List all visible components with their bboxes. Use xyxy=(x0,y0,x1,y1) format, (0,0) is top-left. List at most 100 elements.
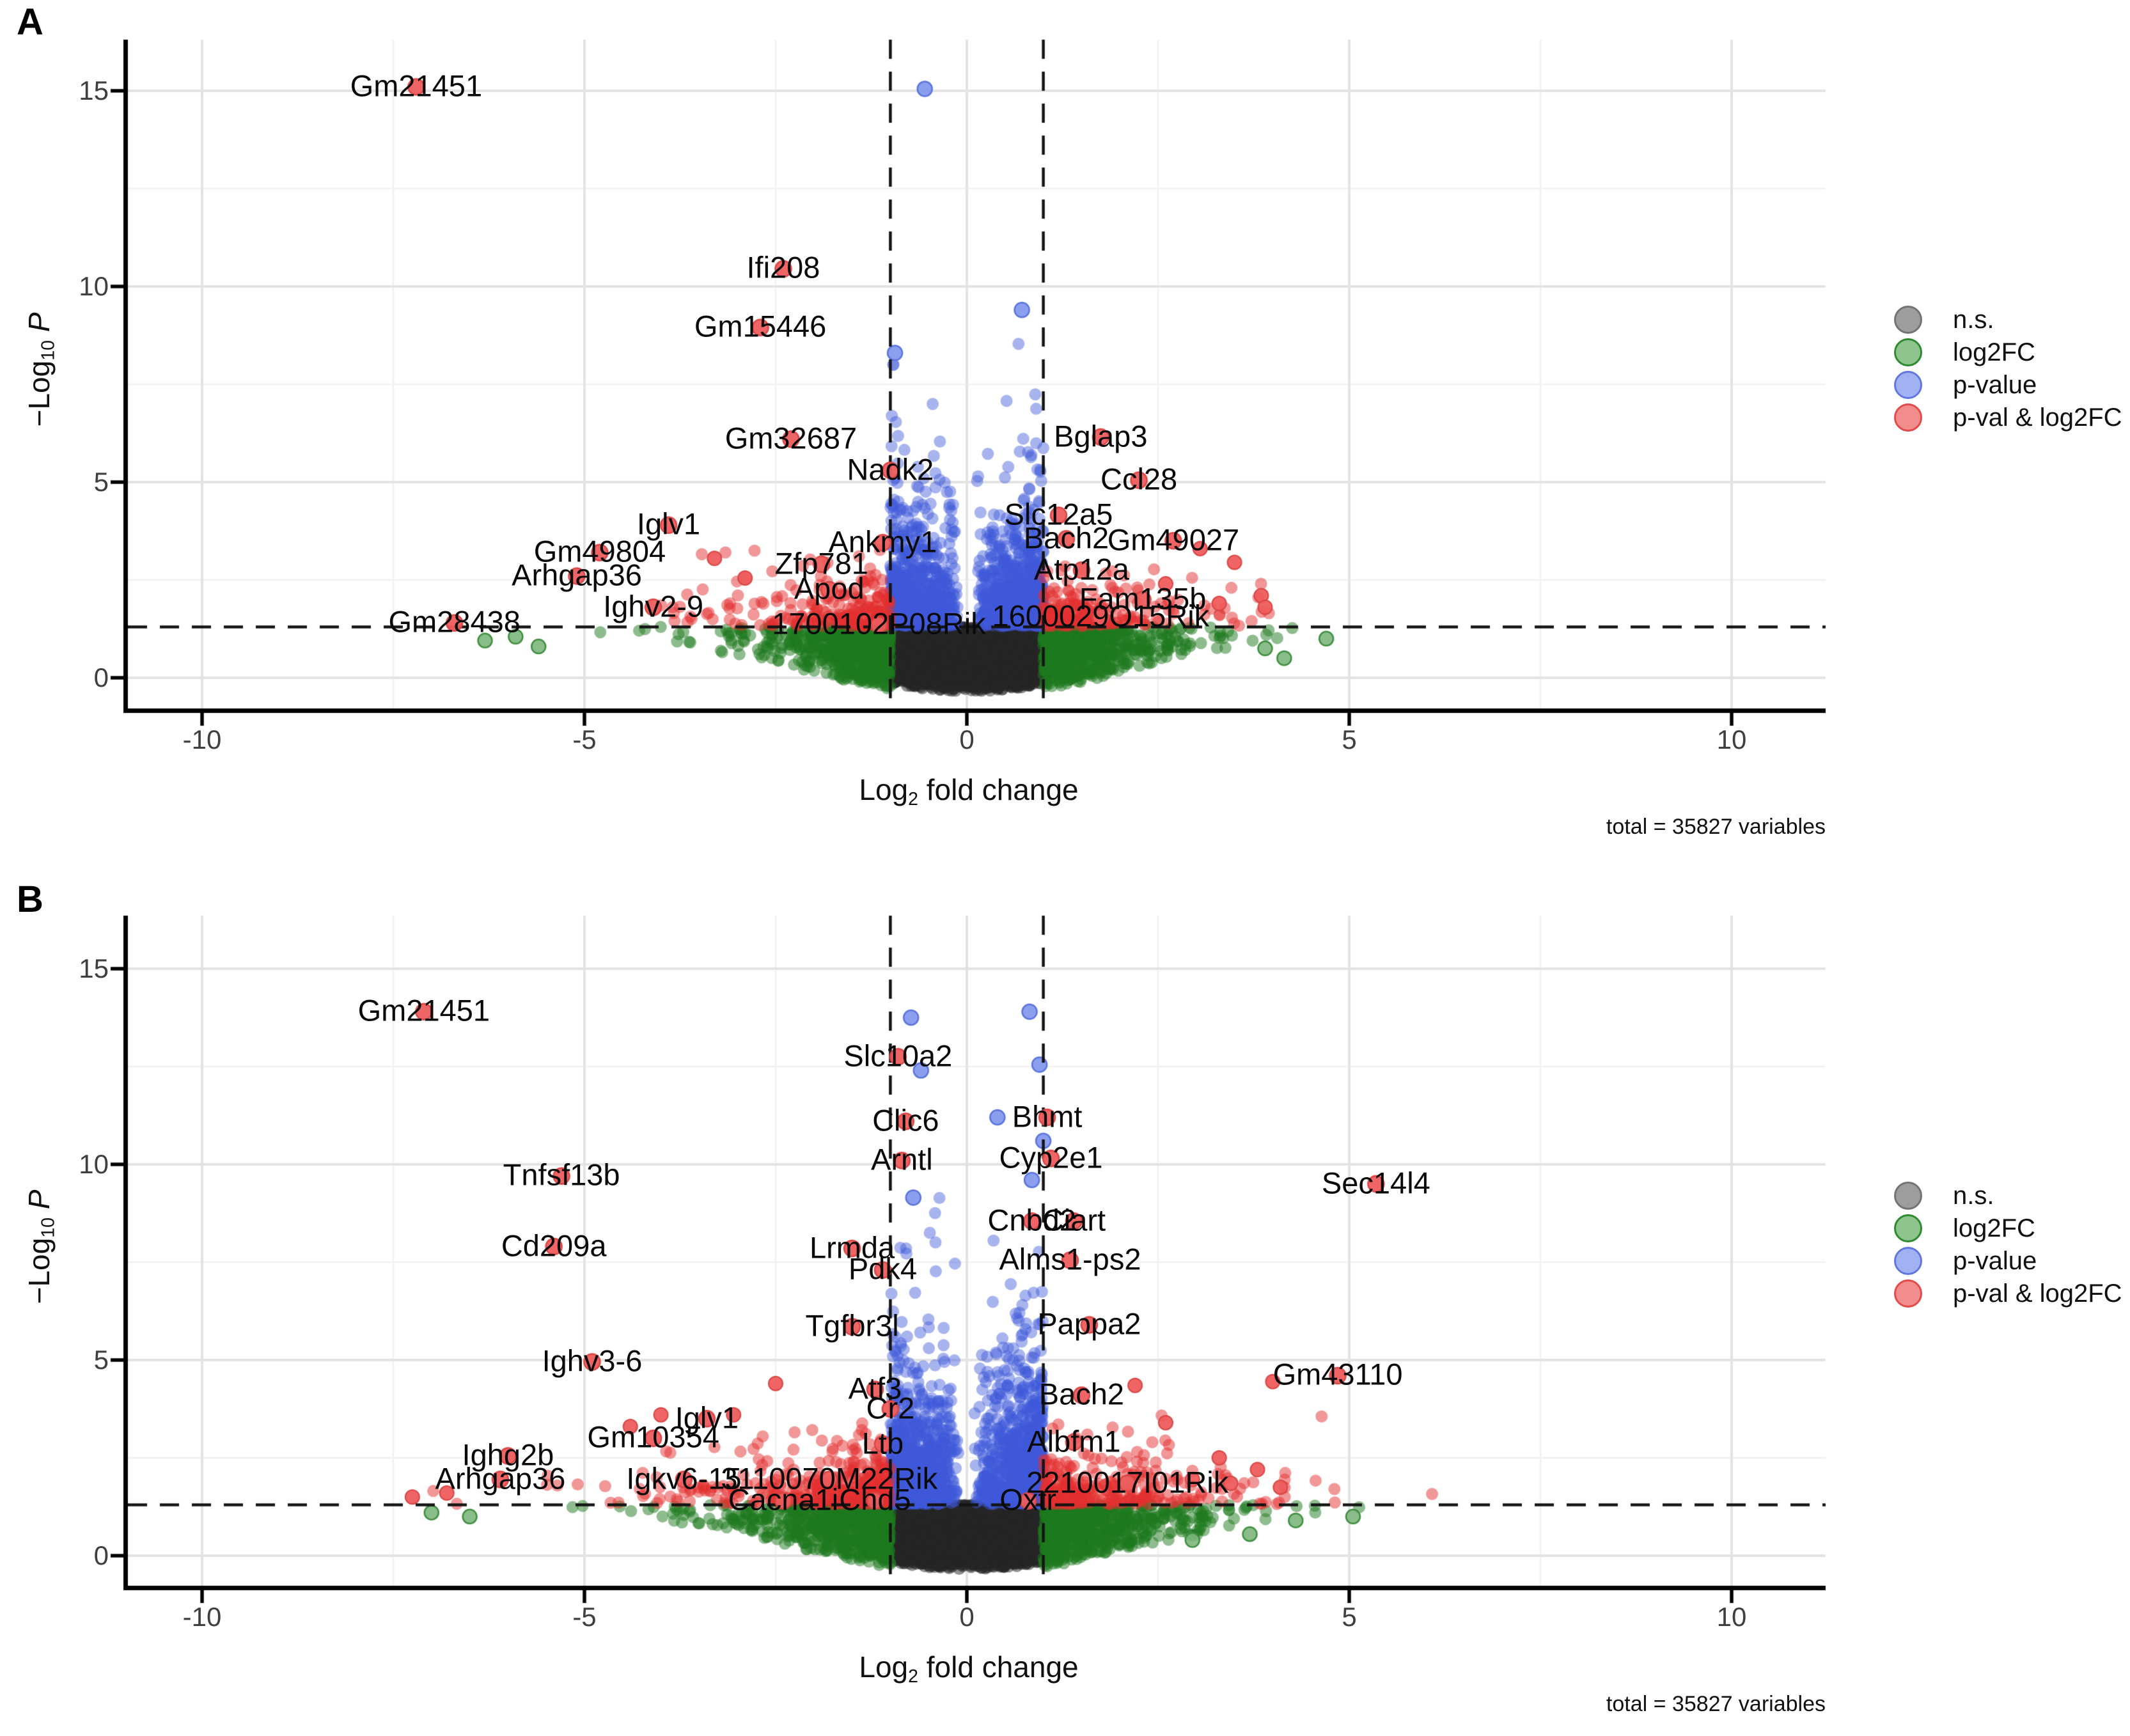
gene-label: Zfp781 xyxy=(774,546,868,581)
gene-label: Gm49804 xyxy=(533,534,666,568)
y-axis-tick-label: 15 xyxy=(79,953,109,983)
gene-label: Iglv1 xyxy=(636,506,701,541)
y-axis-tick-label: 5 xyxy=(93,467,109,497)
x-axis-title-prefix: Log xyxy=(859,773,909,806)
gene-label: 1600029O15Rik xyxy=(992,598,1210,633)
total-variables-label: total = 35827 variables xyxy=(1606,1692,1826,1716)
y-axis-tick-label: 5 xyxy=(93,1345,109,1375)
y-axis-title-prefix: −Log xyxy=(22,1237,56,1304)
gene-label: Bach2 xyxy=(1023,520,1109,555)
gene-label: Cnbd2 xyxy=(987,1203,1076,1237)
gene-label: Clic6 xyxy=(872,1103,939,1138)
x-axis-tick-label: 10 xyxy=(1716,1602,1747,1632)
gene-label: 3110070M22Rik xyxy=(721,1461,938,1496)
legend-swatch-log2fc xyxy=(1894,1214,1922,1242)
gene-label: Albfm1 xyxy=(1027,1424,1121,1458)
gene-label: Gm43110 xyxy=(1273,1357,1403,1392)
x-axis-title-prefix: Log xyxy=(859,1650,909,1684)
legend-swatch-both xyxy=(1894,403,1922,432)
legend-label-ns: n.s. xyxy=(1953,1182,1994,1210)
gene-label: Gm10354 xyxy=(587,1420,719,1455)
legend-swatch-ns xyxy=(1894,1182,1922,1210)
y-axis-tick-label: 0 xyxy=(93,662,109,692)
gene-label: Slc10a2 xyxy=(843,1038,953,1073)
x-axis-title-suffix: fold change xyxy=(918,773,1079,806)
gene-label: Apod xyxy=(794,571,865,606)
legend-label-ns: n.s. xyxy=(1953,306,1994,334)
gene-label: Ltb xyxy=(861,1426,904,1460)
legend-swatch-ns xyxy=(1894,306,1922,334)
gene-label: Tgfbr3l xyxy=(805,1308,899,1343)
x-axis-tick-label: -5 xyxy=(572,724,597,755)
y-axis-title-suffix: P xyxy=(22,1189,56,1218)
gene-label: Cd209a xyxy=(501,1228,607,1263)
gene-label: Bach2 xyxy=(1038,1377,1125,1411)
gene-label: Gm28438 xyxy=(388,604,521,639)
gene-label: Sec14l4 xyxy=(1321,1166,1430,1200)
total-variables-label: total = 35827 variables xyxy=(1606,815,1826,839)
gene-label: Gm21451 xyxy=(350,68,483,103)
gene-label: Ciart xyxy=(1042,1203,1106,1237)
gene-label: Gm21451 xyxy=(357,993,490,1028)
gene-label: Alms1-ps2 xyxy=(999,1242,1141,1276)
y-axis-title-prefix: −Log xyxy=(22,360,56,427)
gene-label: Ccl28 xyxy=(1100,462,1178,496)
y-axis-title: −Log10 P xyxy=(22,1189,59,1304)
gene-label: Atp12a xyxy=(1033,552,1129,586)
gene-label: Igkv6-15 xyxy=(626,1461,742,1496)
gene-label: Ighv2-9 xyxy=(603,589,704,623)
x-axis-title: Log2 fold change xyxy=(859,1652,1078,1686)
y-axis-title-subscript: 10 xyxy=(38,340,59,361)
gene-label: Bhmt xyxy=(1012,1099,1083,1134)
x-axis-tick-label: -10 xyxy=(182,724,222,755)
gene-label: Pdk4 xyxy=(848,1251,918,1286)
gene-label: Gm49027 xyxy=(1107,522,1240,557)
gene-label: Cacna1i xyxy=(728,1482,839,1517)
gene-label: Chd5 xyxy=(839,1482,911,1517)
gene-label: Pappa2 xyxy=(1037,1306,1141,1341)
x-axis-tick-label: -5 xyxy=(572,1602,597,1632)
y-axis-tick-label: 0 xyxy=(93,1540,109,1570)
x-axis-title-subscript: 2 xyxy=(908,1666,918,1687)
gene-label: Cr2 xyxy=(866,1391,915,1425)
x-axis-title-subscript: 2 xyxy=(908,788,918,809)
legend-swatch-log2fc xyxy=(1894,338,1922,366)
gene-label: Arhgap36 xyxy=(512,558,642,592)
gene-label: Iglv1 xyxy=(675,1400,739,1435)
gene-label: Tnfsf13b xyxy=(503,1157,620,1192)
gene-label: Gm15446 xyxy=(694,309,827,343)
y-axis-tick-label: 10 xyxy=(79,1149,109,1179)
panel-letter-a: A xyxy=(17,1,43,43)
gene-label: 2210017I01Rik xyxy=(1026,1465,1229,1499)
gene-label: Oxtr xyxy=(999,1482,1057,1517)
x-axis-tick-label: 5 xyxy=(1342,1602,1357,1632)
gene-label: 1700102P08Rik xyxy=(772,606,986,641)
panel-letter-b: B xyxy=(17,879,43,920)
gene-label: Ankmy1 xyxy=(828,524,937,559)
legend-label-both: p-val & log2FC xyxy=(1953,403,2122,432)
gene-label: Cyp2e1 xyxy=(999,1140,1103,1175)
legend-label-both: p-val & log2FC xyxy=(1953,1279,2122,1308)
legend-label-pvalue: p-value xyxy=(1953,371,2037,399)
y-axis-title: −Log10 P xyxy=(22,313,59,427)
x-axis-title-suffix: fold change xyxy=(918,1650,1079,1684)
legend-label-log2fc: log2FC xyxy=(1953,1214,2035,1242)
legend-label-pvalue: p-value xyxy=(1953,1247,2037,1275)
gene-label: Arhgap36 xyxy=(435,1461,566,1496)
gene-label: Arntl xyxy=(871,1142,933,1177)
gene-label: Gm32687 xyxy=(724,421,857,455)
y-axis-tick-label: 10 xyxy=(79,271,109,301)
gene-label: Bglap3 xyxy=(1054,419,1148,453)
legend-swatch-pvalue xyxy=(1894,371,1922,399)
gene-label: Ifi208 xyxy=(746,251,820,285)
gene-label: Slc12a5 xyxy=(1004,497,1113,531)
gene-label: Fam135b xyxy=(1079,581,1207,616)
x-axis-tick-label: 5 xyxy=(1342,724,1357,755)
y-axis-tick-label: 15 xyxy=(79,75,109,106)
gene-label: Nadk2 xyxy=(847,452,934,487)
x-axis-title: Log2 fold change xyxy=(859,775,1078,809)
legend-swatch-both xyxy=(1894,1279,1922,1308)
x-axis-tick-label: -10 xyxy=(182,1602,222,1632)
